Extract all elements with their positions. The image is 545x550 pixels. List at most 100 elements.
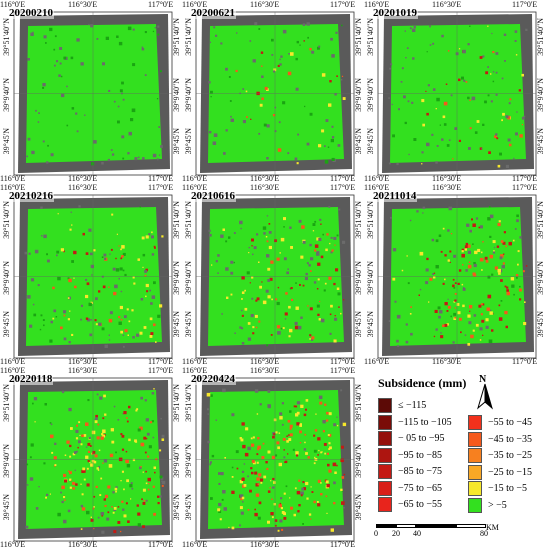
map-pixel: [302, 523, 304, 525]
map-pixel: [495, 133, 498, 136]
map-pixel: [88, 228, 92, 232]
map-pixel: [422, 212, 424, 214]
longitude-tick-label: 117°0'E: [330, 357, 356, 366]
map-pixel: [213, 133, 218, 137]
map-pixel: [83, 434, 87, 437]
map-pixel: [86, 282, 90, 286]
map-pixel: [295, 405, 298, 408]
map-pixel: [211, 454, 215, 458]
map-pixel: [252, 332, 255, 335]
map-pixel: [230, 115, 232, 118]
legend-swatch: [378, 464, 392, 479]
legend-label: −35 to −25: [488, 450, 533, 461]
map-pixel: [97, 469, 100, 471]
map-pixel: [29, 477, 34, 481]
map-pixel: [285, 292, 288, 295]
map-pixel: [516, 219, 519, 223]
map-pixel: [289, 433, 293, 437]
panel-date-label: 20201019: [372, 7, 418, 19]
map-pixel: [473, 263, 477, 268]
map-pixel: [86, 318, 91, 322]
latitude-tick-label: 39°45'N: [354, 494, 363, 521]
map-pixel: [248, 246, 250, 249]
map-pixel: [93, 249, 96, 252]
map-pixel: [51, 451, 54, 454]
map-pixel: [140, 442, 145, 447]
panel-date-label: 20220424: [190, 373, 236, 385]
map-pixel: [87, 460, 90, 463]
map-pixel: [330, 37, 333, 41]
map-pixel: [406, 255, 408, 257]
map-pixel: [119, 305, 123, 310]
map-pixel: [45, 42, 47, 44]
map-pixel: [505, 245, 507, 248]
map-pixel: [336, 287, 340, 290]
map-pixel: [299, 424, 302, 427]
map-pixel: [326, 483, 330, 488]
latitude-tick-label: 39°9'40"N: [2, 78, 11, 112]
latitude-tick-label: 39°45'N: [354, 311, 363, 338]
map-pixel: [447, 229, 450, 232]
map-pixel: [310, 257, 314, 261]
map-pixel: [320, 451, 322, 454]
map-pixel: [429, 44, 432, 46]
map-pixel: [276, 257, 280, 261]
map-pixel: [500, 300, 503, 302]
legend-item: −45 to −35: [468, 431, 532, 447]
map-pixel: [305, 408, 307, 411]
map-pixel: [101, 530, 105, 534]
map-pixel: [467, 314, 471, 318]
map-pixel: [50, 434, 54, 439]
map-pixel: [274, 106, 277, 109]
map-pixel: [80, 443, 83, 446]
map-pixel: [396, 339, 399, 343]
map-pixel: [122, 508, 125, 511]
map-pixel: [149, 335, 153, 338]
map-pixel: [235, 450, 239, 454]
map-pixel: [324, 403, 327, 406]
map-pixel: [513, 293, 515, 296]
map-pixel: [275, 431, 278, 434]
map-pixel: [241, 470, 245, 473]
map-pixel: [255, 326, 258, 329]
map-pixel: [309, 112, 313, 116]
map-pixel: [125, 459, 129, 464]
map-pixel: [283, 226, 285, 228]
map-pixel: [305, 272, 308, 276]
map-pixel: [80, 304, 83, 307]
map-pixel: [467, 43, 470, 46]
longitude-tick-label: 116°0'E: [0, 366, 26, 375]
map-panel-20211014: 20211014 116°0'E 116°0'E 116°30'E 116°30'E 11…: [364, 183, 545, 366]
map-pixel: [85, 252, 89, 255]
map-pixel: [30, 32, 34, 36]
map-pixel: [272, 435, 275, 439]
map-pixel: [296, 411, 300, 415]
map-pixel: [112, 491, 115, 494]
map-pixel: [160, 145, 163, 148]
map-pixel: [472, 243, 474, 245]
map-pixel: [309, 334, 312, 337]
map-pixel: [104, 257, 107, 260]
map-pixel: [98, 449, 101, 452]
map-pixel: [54, 35, 57, 38]
longitude-tick-label: 117°0'E: [148, 540, 174, 549]
map-pixel: [320, 223, 322, 225]
map-pixel: [136, 333, 140, 337]
map-pixel: [482, 334, 484, 336]
map-pixel: [150, 302, 153, 305]
map-pixel: [241, 496, 245, 500]
latitude-tick-label: 39°45'N: [2, 494, 11, 521]
map-pixel: [113, 291, 117, 296]
map-pixel: [311, 338, 314, 341]
map-pixel: [341, 476, 345, 479]
map-pixel: [159, 475, 163, 479]
map-pixel: [313, 434, 316, 437]
map-pixel: [406, 47, 409, 49]
map-pixel: [91, 302, 93, 304]
latitude-tick-label: 39°45'N: [172, 494, 181, 521]
map-pixel: [469, 127, 472, 130]
map-pixel: [464, 334, 467, 336]
map-pixel: [228, 76, 231, 78]
map-pixel: [130, 118, 134, 122]
map-pixel: [290, 506, 293, 510]
